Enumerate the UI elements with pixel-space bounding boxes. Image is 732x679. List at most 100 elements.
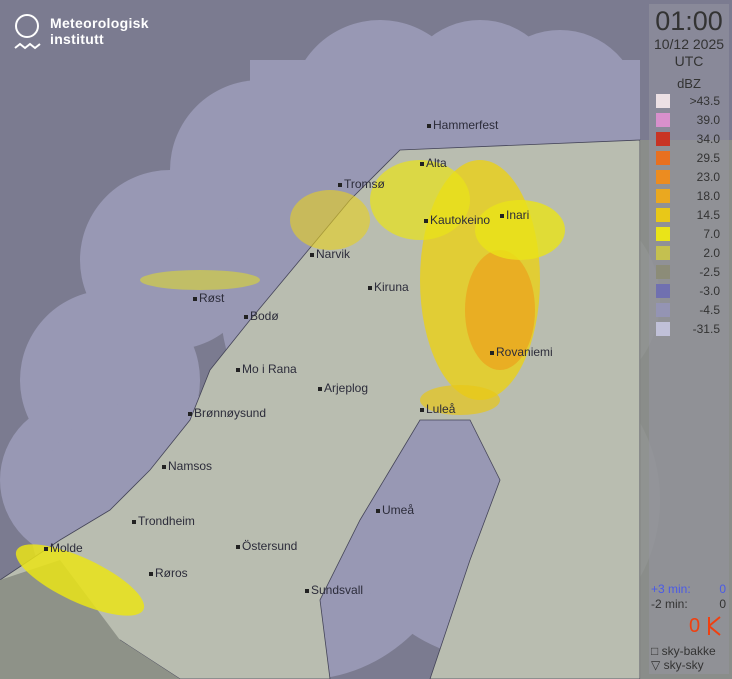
city-name: Alta — [426, 156, 447, 170]
city-name: Östersund — [242, 539, 298, 553]
city-marker — [368, 285, 372, 290]
legend-value: 18.0 — [696, 188, 720, 203]
legend-swatch — [656, 93, 670, 108]
time-display: 01:00 — [655, 6, 723, 36]
legend-value: -31.5 — [692, 321, 720, 336]
minute-counts: +3 min: 0 -2 min: 0 — [649, 582, 729, 612]
legend-item: 14.5 — [649, 205, 729, 224]
city-name: Molde — [50, 541, 83, 555]
city-label: Bodø — [244, 309, 279, 323]
city-label: Kautokeino — [424, 213, 490, 227]
legend-item: >43.5 — [649, 91, 729, 110]
city-label: Røros — [149, 566, 188, 580]
city-label: Alta — [420, 156, 447, 170]
city-name: Sundsvall — [311, 583, 364, 597]
city-marker — [188, 411, 192, 416]
legend-swatch — [656, 283, 670, 298]
city-marker — [149, 571, 153, 576]
city-marker — [338, 182, 342, 187]
city-marker — [162, 464, 166, 469]
legend-swatch — [656, 264, 670, 279]
date-display: 10/12 2025 — [653, 36, 725, 52]
legend-swatch — [656, 302, 670, 317]
legend-value: 2.0 — [703, 245, 720, 260]
legend-swatch — [656, 112, 670, 127]
city-label: Mo i Rana — [236, 362, 297, 376]
plus-min-label: +3 min: — [651, 582, 691, 596]
legend-item: 23.0 — [649, 167, 729, 186]
city-marker — [318, 386, 322, 391]
city-marker — [244, 314, 248, 319]
city-name: Røst — [199, 291, 225, 305]
legend-item: 39.0 — [649, 110, 729, 129]
city-name: Bodø — [250, 309, 279, 323]
triangle-down-icon: ▽ — [651, 658, 661, 672]
met-logo: Meteorologisk institutt — [12, 12, 149, 59]
legend-item: 18.0 — [649, 186, 729, 205]
city-name: Hammerfest — [433, 118, 499, 132]
legend-swatch — [656, 150, 670, 165]
minus-min-label: -2 min: — [651, 597, 688, 611]
city-label: Tromsø — [338, 177, 385, 191]
legend-value: -3.0 — [699, 283, 720, 298]
city-label: Umeå — [376, 503, 414, 517]
legend-value: 14.5 — [696, 207, 720, 222]
city-label: Luleå — [420, 402, 455, 416]
city-marker — [305, 588, 309, 593]
city-name: Inari — [506, 208, 530, 222]
city-marker — [236, 544, 240, 549]
city-label: Inari — [500, 208, 529, 222]
city-marker — [44, 546, 48, 551]
legend-item: 7.0 — [649, 224, 729, 243]
lightning-icon — [707, 616, 721, 636]
legend-value: >43.5 — [689, 93, 720, 108]
city-label: Namsos — [162, 459, 212, 473]
city-marker — [490, 350, 494, 355]
city-label: Brønnøysund — [188, 406, 266, 420]
city-marker — [500, 213, 504, 218]
city-label: Narvik — [310, 247, 350, 261]
legend-item: -3.0 — [649, 281, 729, 300]
city-label: Molde — [44, 541, 83, 555]
legend-item: -4.5 — [649, 300, 729, 319]
square-icon: □ — [651, 644, 659, 658]
plus-min-value: 0 — [719, 582, 726, 596]
legend-swatch — [656, 226, 670, 241]
legend-swatch — [656, 169, 670, 184]
city-name: Kautokeino — [430, 213, 491, 227]
legend-swatch — [656, 245, 670, 260]
logo-line2: institutt — [50, 31, 105, 47]
city-name: Arjeplog — [324, 381, 369, 395]
lightning-count: 0 — [689, 615, 724, 638]
city-label: Trondheim — [132, 514, 195, 528]
legend-value: 39.0 — [696, 112, 720, 127]
city-name: Rovaniemi — [496, 345, 553, 359]
logo-line1: Meteorologisk — [50, 15, 149, 31]
city-name: Trondheim — [138, 514, 195, 528]
city-name: Mo i Rana — [242, 362, 297, 376]
city-marker — [420, 407, 424, 412]
city-label: Rovaniemi — [490, 345, 553, 359]
timezone-label: UTC — [674, 53, 704, 69]
city-marker — [310, 252, 314, 257]
city-label: Sundsvall — [305, 583, 363, 597]
legend-swatch — [656, 321, 670, 336]
legend-value: 7.0 — [703, 226, 720, 241]
city-label: Östersund — [236, 539, 297, 553]
legend-value: -4.5 — [699, 302, 720, 317]
type-label: sky-sky — [663, 658, 704, 672]
city-label: Hammerfest — [427, 118, 498, 132]
legend-value: 34.0 — [696, 131, 720, 146]
city-label: Røst — [193, 291, 224, 305]
legend-unit: dBZ — [677, 76, 701, 91]
legend-item: 2.0 — [649, 243, 729, 262]
legend-swatch — [656, 207, 670, 222]
legend-value: -2.5 — [699, 264, 720, 279]
lightning-count-value: 0 — [689, 615, 701, 637]
city-name: Brønnøysund — [194, 406, 267, 420]
city-marker — [427, 123, 431, 128]
city-marker — [420, 161, 424, 166]
city-label: Kiruna — [368, 280, 409, 294]
legend-panel: 01:00 10/12 2025 UTC dBZ >43.5 39.0 34.0 29… — [649, 4, 729, 674]
